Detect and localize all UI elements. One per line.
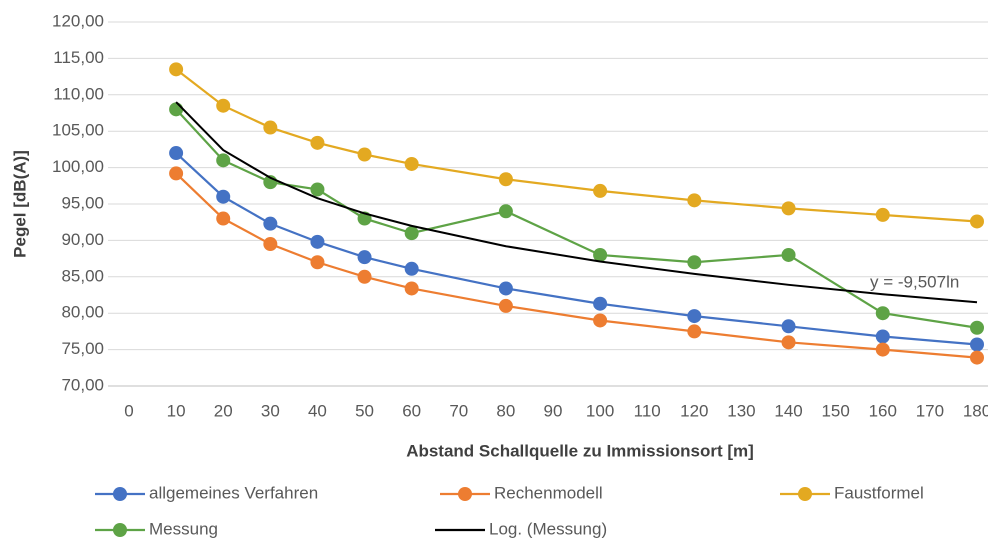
data-point xyxy=(687,309,701,323)
data-point xyxy=(358,147,372,161)
legend-label: allgemeines Verfahren xyxy=(149,483,318,502)
data-point xyxy=(593,297,607,311)
data-point xyxy=(310,182,324,196)
data-point xyxy=(499,204,513,218)
legend-marker xyxy=(113,487,127,501)
x-tick-label: 30 xyxy=(261,401,280,420)
series-line xyxy=(176,109,977,327)
x-tick-label: 150 xyxy=(821,401,849,420)
data-point xyxy=(876,329,890,343)
data-point xyxy=(782,248,796,262)
x-tick-label: 110 xyxy=(634,401,661,420)
data-point xyxy=(970,338,984,352)
y-tick-label: 120,00 xyxy=(52,11,104,30)
x-axis-title: Abstand Schallquelle zu Immissionsort [m… xyxy=(406,441,754,460)
data-point xyxy=(216,212,230,226)
data-point xyxy=(782,201,796,215)
y-tick-label: 115,00 xyxy=(53,48,104,67)
y-tick-label: 75,00 xyxy=(61,339,104,358)
legend-label: Rechenmodell xyxy=(494,483,603,502)
legend-marker xyxy=(798,487,812,501)
x-tick-label: 130 xyxy=(727,401,755,420)
data-point xyxy=(687,193,701,207)
x-tick-label: 80 xyxy=(496,401,515,420)
data-point xyxy=(310,235,324,249)
x-tick-label: 20 xyxy=(214,401,233,420)
data-point xyxy=(499,172,513,186)
legend-label: Log. (Messung) xyxy=(489,519,607,538)
y-axis-title: Pegel [dB(A)] xyxy=(10,150,29,258)
y-tick-label: 80,00 xyxy=(61,303,104,322)
data-point xyxy=(499,299,513,313)
data-point xyxy=(687,255,701,269)
x-tick-label: 70 xyxy=(449,401,468,420)
y-tick-label: 95,00 xyxy=(61,193,104,212)
x-tick-label: 140 xyxy=(774,401,802,420)
data-point xyxy=(593,313,607,327)
y-tick-label: 70,00 xyxy=(61,375,104,394)
data-point xyxy=(263,217,277,231)
data-point xyxy=(499,281,513,295)
x-tick-label: 180 xyxy=(963,401,988,420)
legend-marker xyxy=(113,523,127,537)
data-point xyxy=(687,324,701,338)
data-point xyxy=(970,214,984,228)
data-point xyxy=(310,136,324,150)
data-point xyxy=(593,184,607,198)
y-tick-label: 90,00 xyxy=(61,230,104,249)
data-point xyxy=(876,306,890,320)
legend-label: Messung xyxy=(149,519,218,538)
y-tick-label: 105,00 xyxy=(52,121,104,140)
data-point xyxy=(970,351,984,365)
x-tick-label: 0 xyxy=(124,401,133,420)
x-tick-label: 40 xyxy=(308,401,327,420)
legend-marker xyxy=(458,487,472,501)
data-point xyxy=(310,255,324,269)
x-tick-label: 90 xyxy=(544,401,563,420)
data-point xyxy=(216,99,230,113)
series-line xyxy=(176,173,977,357)
y-tick-label: 100,00 xyxy=(52,157,104,176)
y-tick-label: 110,00 xyxy=(53,84,104,103)
data-point xyxy=(405,226,419,240)
data-point xyxy=(358,270,372,284)
data-point xyxy=(876,208,890,222)
data-point xyxy=(263,237,277,251)
x-tick-label: 10 xyxy=(167,401,186,420)
data-point xyxy=(782,319,796,333)
y-tick-label: 85,00 xyxy=(61,266,104,285)
data-point xyxy=(263,121,277,135)
x-tick-label: 170 xyxy=(916,401,944,420)
data-point xyxy=(782,335,796,349)
chart: Pegel [dB(A)] Abstand Schallquelle zu Im… xyxy=(0,0,988,544)
x-tick-label: 120 xyxy=(680,401,708,420)
data-point xyxy=(216,190,230,204)
data-point xyxy=(970,321,984,335)
trend-annotation: y = -9,507ln xyxy=(870,272,959,291)
data-point xyxy=(169,62,183,76)
data-point xyxy=(169,102,183,116)
data-point xyxy=(169,146,183,160)
data-point xyxy=(169,166,183,180)
x-tick-label: 60 xyxy=(402,401,421,420)
data-point xyxy=(405,262,419,276)
data-point xyxy=(405,157,419,171)
series-line xyxy=(176,69,977,221)
x-tick-label: 100 xyxy=(586,401,614,420)
x-tick-label: 50 xyxy=(355,401,374,420)
data-point xyxy=(876,343,890,357)
legend-label: Faustformel xyxy=(834,483,924,502)
data-point xyxy=(405,281,419,295)
trend-line xyxy=(176,102,977,302)
x-tick-label: 160 xyxy=(869,401,897,420)
data-point xyxy=(358,250,372,264)
data-point xyxy=(216,153,230,167)
